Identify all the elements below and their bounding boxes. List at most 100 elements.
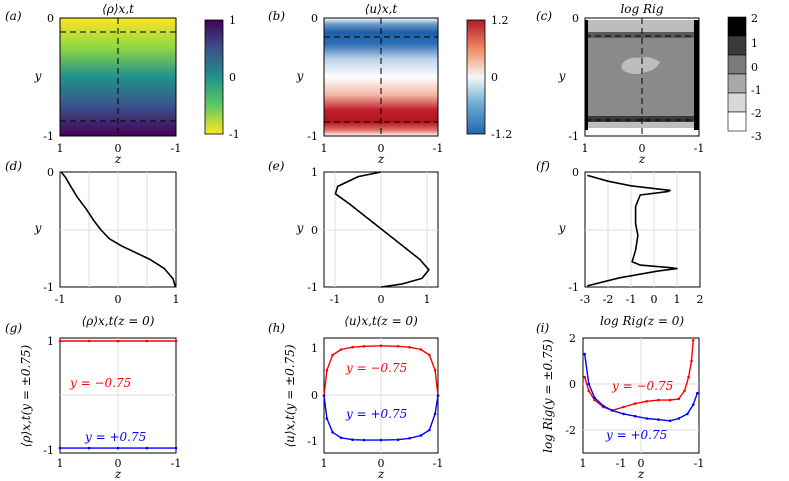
- panel-f: 0 -1 -3 -2 -1 0 1 2 log Rig(z = 0) y: [558, 166, 704, 328]
- panel-h-series-0-point-4: [351, 345, 354, 349]
- panel-h-legend-blue: y = +0.75: [345, 407, 407, 421]
- panel-c-cb-tick-0: 2: [751, 12, 758, 25]
- panel-h-xtick-0: 1: [321, 457, 328, 470]
- panel-i-xlabel: z: [637, 467, 645, 481]
- panel-d-xtick-1: 0: [115, 293, 122, 306]
- panel-b-title: ⟨u⟩x,t: [365, 2, 398, 16]
- panel-f-xlabel: log Rig(z = 0): [600, 314, 684, 328]
- panel-f-xtick-5: 2: [697, 293, 704, 306]
- panel-label-h: (h): [268, 321, 285, 335]
- panel-c: log Rig 0 -1 1 0 -1 z y 2 1 0 -1 -2 -3: [558, 2, 762, 166]
- panel-g-series-1-point-3: [145, 446, 149, 450]
- panel-b-ytick-1: -1: [307, 130, 318, 143]
- panel-g-series-1-point-4: [174, 446, 178, 450]
- panel-h-ytick-0: 1: [311, 342, 318, 355]
- panel-i-xtick-2: 0: [638, 457, 645, 470]
- panel-f-xtick-4: 1: [674, 293, 681, 306]
- panel-a-cb-tick-1: 0: [229, 71, 236, 84]
- panel-f-ytick-1: -1: [568, 281, 579, 294]
- panel-i-series-1-point-10: [677, 417, 680, 420]
- panel-c-cb-tick-2: 0: [751, 61, 758, 74]
- panel-c-cb-seg-3: [727, 73, 747, 94]
- panel-i-legend-red: y = −0.75: [611, 379, 673, 393]
- panel-e-xtick-0: -1: [330, 293, 341, 306]
- panel-a: ⟨ρ⟩x,t 0 -1 1 0 -1 z y 1 0 -1: [34, 2, 240, 166]
- panel-g-ylabel: ⟨ρ⟩x,t(y = ±0.75): [19, 344, 33, 447]
- panel-d-profile-line: [60, 171, 177, 288]
- panel-g-ytick-1: -1: [43, 444, 54, 457]
- panel-i-series-0-point-2: [593, 398, 596, 402]
- panel-i-series-0-point-14: [691, 339, 695, 342]
- panel-c-ylabel: y: [558, 69, 566, 83]
- panel-e-xtick-1: 0: [378, 293, 385, 306]
- panel-g-xlabel: z: [114, 467, 122, 481]
- panel-h-series-0-point-11: [433, 368, 437, 372]
- panel-h-series-1-point-6: [379, 438, 383, 442]
- panel-a-ytick-0: 0: [47, 12, 54, 25]
- panel-d-ylabel: y: [34, 221, 42, 235]
- panel-h-series-1-point-1: [325, 417, 329, 420]
- panel-h-series-1-point-10: [428, 428, 431, 432]
- panel-e-ylabel: y: [296, 221, 304, 235]
- panel-a-colorbar: [204, 19, 224, 135]
- panel-i-xtick-3: -1: [694, 457, 705, 470]
- panel-h-series-0-point-1: [325, 368, 329, 372]
- panel-c-xlabel: z: [638, 152, 646, 166]
- panel-h-series-0-point-10: [428, 353, 431, 357]
- panel-h-series-1-point-11: [433, 412, 437, 416]
- panel-e-profile-line: [334, 171, 430, 288]
- panel-a-ytick-1: -1: [43, 130, 54, 143]
- panel-f-xtick-0: -3: [580, 293, 591, 306]
- panel-f-ylabel: y: [558, 221, 566, 235]
- panel-c-cb-seg-0: [727, 16, 747, 37]
- panel-g: 1 -1 1 0 -1 z ⟨ρ⟩x,t(y = ±0.75) y = −0.7…: [19, 335, 181, 481]
- panel-c-cb-tick-1: 1: [751, 37, 758, 50]
- panel-h-series-1-point-9: [419, 434, 423, 437]
- panel-c-band-top: [585, 20, 699, 32]
- panel-i-series-0-point-12: [687, 375, 690, 379]
- panel-c-cb-seg-2: [727, 54, 747, 75]
- panel-c-edge-left: [585, 20, 588, 130]
- panel-i-series-1-point-5: [622, 412, 625, 416]
- curves-layer: [58, 171, 699, 450]
- panel-g-series-0-point-4: [174, 339, 178, 343]
- panel-i-series-1-point-4: [610, 409, 614, 412]
- panel-c-cb-tick-5: -3: [751, 130, 762, 143]
- panel-c-xtick-0: 1: [582, 142, 589, 155]
- panel-f-profile-line: [587, 174, 678, 287]
- panel-i-legend-blue: y = +0.75: [605, 428, 667, 442]
- panel-b-cb-tick-0: 1.2: [491, 14, 509, 27]
- panel-g-series-1-point-1: [87, 446, 91, 450]
- panel-h-series-0-point-7: [396, 345, 400, 348]
- panel-c-cb-tick-4: -2: [751, 107, 762, 120]
- panel-h: 1 0 -1 1 0 -1 z ⟨u⟩x,t(y = ±0.75) y = −0…: [283, 337, 443, 481]
- panel-i-series-0-point-0: [583, 375, 586, 379]
- panel-c-xtick-1: 0: [639, 142, 646, 155]
- panel-h-xlabel: z: [377, 467, 385, 481]
- panel-f-ytick-0: 0: [572, 166, 579, 179]
- panel-a-field: [59, 17, 177, 137]
- panel-g-legend-red: y = −0.75: [69, 376, 131, 390]
- panel-a-xtick-2: -1: [171, 142, 182, 155]
- panel-c-patch: [621, 57, 660, 74]
- panel-i-xtick-1: -1: [616, 457, 627, 470]
- panel-h-series-1-point-0: [322, 394, 326, 397]
- panel-d-ytick-0: 0: [47, 166, 54, 179]
- panel-a-xlabel: z: [114, 152, 122, 166]
- panel-a-xtick-0: 1: [57, 142, 64, 155]
- panel-i-series-0-point-6: [633, 402, 637, 405]
- panel-h-series-1-point-7: [396, 438, 400, 442]
- panel-b-xtick-0: 1: [321, 142, 328, 155]
- panel-a-title: ⟨ρ⟩x,t: [102, 2, 134, 16]
- panel-h-series-0-point-6: [379, 344, 383, 348]
- panel-i-series-1-point-7: [645, 417, 649, 420]
- panel-i-series-1-point-11: [686, 412, 689, 416]
- panel-b-field: [323, 17, 439, 137]
- panel-i-ytick-0: 2: [569, 332, 576, 345]
- panel-b: ⟨u⟩x,t 0 -1 1 0 -1 z y 1.2 0 -1.2: [296, 2, 513, 166]
- panel-g-legend-blue: y = +0.75: [84, 430, 146, 444]
- panel-g-xtick-1: 0: [115, 457, 122, 470]
- panel-i-series-0-point-11: [683, 389, 686, 393]
- panel-i-series-1-point-9: [668, 419, 672, 423]
